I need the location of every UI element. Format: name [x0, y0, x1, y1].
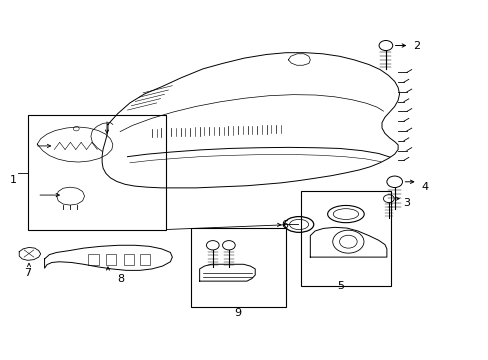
- Bar: [123, 254, 134, 265]
- Bar: [88, 254, 99, 265]
- Text: 6: 6: [281, 220, 287, 230]
- Text: 9: 9: [234, 308, 242, 318]
- Text: 8: 8: [118, 274, 124, 284]
- Text: 1: 1: [9, 175, 17, 185]
- Bar: [140, 254, 150, 265]
- Text: 2: 2: [412, 41, 419, 50]
- Bar: [300, 191, 390, 286]
- Text: 5: 5: [336, 281, 344, 291]
- Text: 3: 3: [402, 198, 409, 208]
- Bar: [190, 228, 285, 307]
- Bar: [105, 254, 116, 265]
- Text: 7: 7: [24, 268, 31, 278]
- Text: 4: 4: [420, 182, 427, 192]
- Bar: [27, 116, 166, 230]
